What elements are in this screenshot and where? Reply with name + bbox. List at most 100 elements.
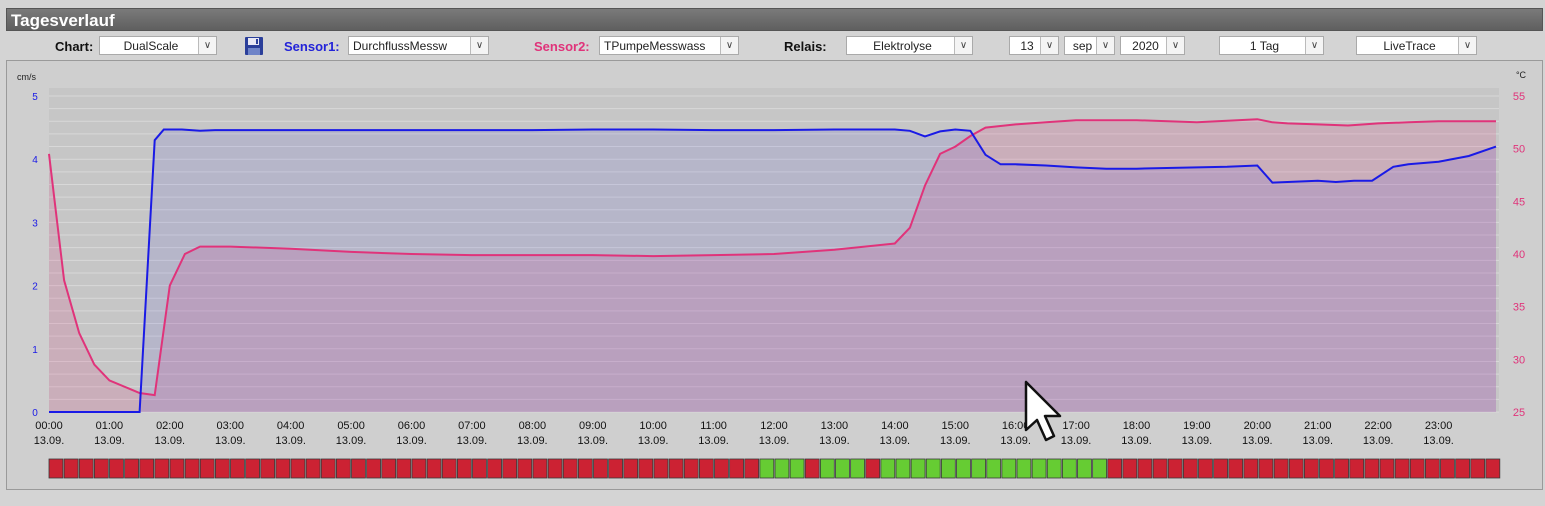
relay-cell-off: [623, 458, 639, 479]
dual-scale-line-chart[interactable]: cm/s012345°C2530354045505500:0013.09.01:…: [7, 61, 1542, 489]
relais-value: Elektrolyse: [873, 39, 932, 53]
relay-cell-off: [1152, 458, 1168, 479]
relay-cell-off: [714, 458, 729, 479]
relay-cell-off: [230, 458, 245, 479]
panel-title-bar: Tagesverlauf: [6, 8, 1543, 31]
relay-cell-off: [1167, 458, 1183, 479]
x-tick-date: 13.09.: [880, 435, 911, 447]
relay-cell-off: [411, 458, 427, 479]
relay-cell-on: [1016, 458, 1032, 479]
relay-cell-off: [426, 458, 442, 479]
sensor2-select[interactable]: TPumpeMesswass ∨: [599, 36, 739, 55]
relay-cell-off: [1379, 458, 1395, 479]
relay-cell-on: [971, 458, 986, 479]
relay-cell-off: [1364, 458, 1380, 479]
x-tick-date: 13.09.: [1423, 435, 1454, 447]
right-tick-label: 35: [1513, 302, 1525, 314]
relay-cell-on: [895, 458, 911, 479]
relay-cell-off: [1424, 458, 1440, 479]
relay-cell-on: [1031, 458, 1047, 479]
chart-type-select[interactable]: DualScale ∨: [99, 36, 217, 55]
x-tick-date: 13.09.: [1121, 435, 1152, 447]
range-select[interactable]: 1 Tag ∨: [1219, 36, 1324, 55]
relay-cell-off: [1288, 458, 1304, 479]
x-tick-date: 13.09.: [577, 435, 608, 447]
year-select[interactable]: 2020 ∨: [1120, 36, 1185, 55]
day-value: 13: [1020, 39, 1034, 53]
relay-cell-off: [396, 458, 412, 479]
x-tick-date: 13.09.: [940, 435, 971, 447]
relay-cell-off: [1409, 458, 1425, 479]
relay-cell-off: [260, 458, 276, 479]
sensor1-label: Sensor1:: [284, 39, 340, 54]
x-tick-date: 13.09.: [1061, 435, 1092, 447]
relay-cell-off: [1334, 458, 1349, 479]
day-select[interactable]: 13 ∨: [1009, 36, 1059, 55]
relay-cell-off: [698, 458, 714, 479]
x-tick-date: 13.09.: [155, 435, 186, 447]
chevron-down-icon: ∨: [1305, 37, 1323, 54]
relay-cell-off: [109, 458, 124, 479]
relay-cell-on: [925, 458, 941, 479]
x-tick-time: 04:00: [277, 420, 305, 432]
relay-cell-off: [487, 458, 502, 479]
relay-cell-off: [184, 458, 200, 479]
relay-cell-off: [456, 458, 472, 479]
x-tick-time: 09:00: [579, 420, 607, 432]
relais-select[interactable]: Elektrolyse ∨: [846, 36, 973, 55]
relay-cell-off: [472, 458, 487, 479]
relay-cell-off: [154, 458, 170, 479]
left-tick-label: 1: [32, 345, 38, 356]
left-tick-label: 3: [32, 218, 38, 229]
relay-cell-off: [562, 458, 578, 479]
chevron-down-icon: ∨: [198, 37, 216, 54]
relay-cell-off: [63, 458, 79, 479]
relay-cell-off: [305, 458, 321, 479]
chevron-down-icon: ∨: [1458, 37, 1476, 54]
relay-cell-on: [759, 458, 775, 479]
mode-select[interactable]: LiveTrace ∨: [1356, 36, 1477, 55]
relay-cell-on: [819, 458, 835, 479]
relay-cell-off: [1137, 458, 1153, 479]
relay-cell-on: [1046, 458, 1062, 479]
x-tick-date: 13.09.: [215, 435, 246, 447]
x-tick-date: 13.09.: [1302, 435, 1333, 447]
sensor1-select[interactable]: DurchflussMessw ∨: [348, 36, 489, 55]
panel-title: Tagesverlauf: [11, 11, 115, 30]
x-tick-date: 13.09.: [34, 435, 65, 447]
relay-cell-off: [351, 458, 366, 479]
relay-cell-off: [275, 458, 291, 479]
relay-cell-off: [441, 458, 457, 479]
floppy-disk-icon[interactable]: [244, 36, 264, 56]
x-tick-date: 13.09.: [396, 435, 427, 447]
x-tick-time: 11:00: [700, 420, 727, 432]
x-tick-time: 07:00: [458, 420, 486, 432]
x-tick-time: 22:00: [1364, 420, 1392, 432]
relay-cell-off: [804, 458, 820, 479]
sensor2-area: [49, 119, 1496, 412]
chart-type-label: Chart:: [55, 39, 94, 54]
relay-cell-off: [1349, 458, 1365, 479]
x-tick-date: 13.09.: [336, 435, 367, 447]
plot-area: [49, 88, 1499, 412]
x-tick-date: 13.09.: [638, 435, 669, 447]
right-tick-label: 25: [1513, 407, 1525, 419]
relay-cell-on: [1077, 458, 1092, 479]
x-tick-time: 20:00: [1244, 420, 1272, 432]
x-tick-time: 21:00: [1304, 420, 1332, 432]
relay-cell-off: [320, 458, 336, 479]
relay-cell-on: [1061, 458, 1077, 479]
relay-cell-on: [789, 458, 805, 479]
x-tick-date: 13.09.: [819, 435, 850, 447]
relay-cell-off: [1455, 458, 1470, 479]
relay-cell-off: [1182, 458, 1198, 479]
relay-cell-off: [199, 458, 215, 479]
relay-cell-off: [502, 458, 518, 479]
left-tick-label: 5: [32, 92, 38, 103]
month-select[interactable]: sep ∨: [1064, 36, 1115, 55]
x-tick-time: 23:00: [1425, 420, 1453, 432]
month-value: sep: [1072, 39, 1093, 53]
x-tick-time: 16:00: [1002, 420, 1030, 432]
x-tick-time: 03:00: [216, 420, 244, 432]
left-tick-label: 4: [32, 155, 38, 166]
